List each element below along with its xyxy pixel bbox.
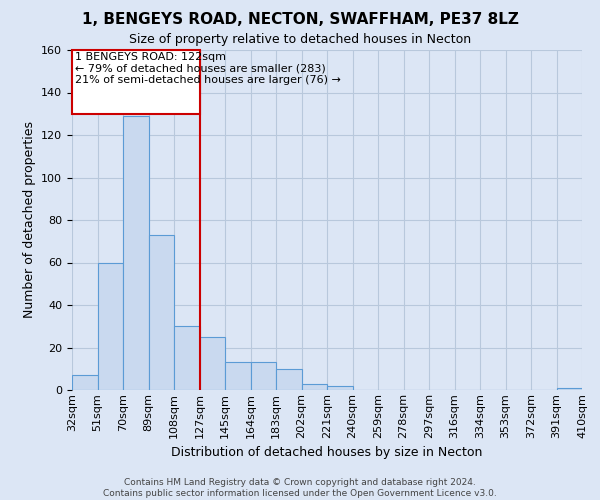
- Bar: [149, 235, 174, 390]
- Text: 1 BENGEYS ROAD: 122sqm
← 79% of detached houses are smaller (283)
21% of semi-de: 1 BENGEYS ROAD: 122sqm ← 79% of detached…: [74, 52, 340, 86]
- Bar: [174, 326, 199, 390]
- FancyBboxPatch shape: [72, 50, 199, 114]
- Bar: [251, 362, 276, 390]
- Bar: [276, 369, 302, 390]
- Bar: [199, 337, 225, 390]
- Text: 1, BENGEYS ROAD, NECTON, SWAFFHAM, PE37 8LZ: 1, BENGEYS ROAD, NECTON, SWAFFHAM, PE37 …: [82, 12, 518, 28]
- Bar: [123, 116, 149, 390]
- Bar: [327, 386, 353, 390]
- Bar: [97, 262, 123, 390]
- Y-axis label: Number of detached properties: Number of detached properties: [23, 122, 35, 318]
- Bar: [557, 388, 582, 390]
- Bar: [225, 362, 251, 390]
- X-axis label: Distribution of detached houses by size in Necton: Distribution of detached houses by size …: [172, 446, 482, 459]
- Text: Size of property relative to detached houses in Necton: Size of property relative to detached ho…: [129, 32, 471, 46]
- Bar: [72, 375, 97, 390]
- Bar: [302, 384, 327, 390]
- Text: Contains HM Land Registry data © Crown copyright and database right 2024.
Contai: Contains HM Land Registry data © Crown c…: [103, 478, 497, 498]
